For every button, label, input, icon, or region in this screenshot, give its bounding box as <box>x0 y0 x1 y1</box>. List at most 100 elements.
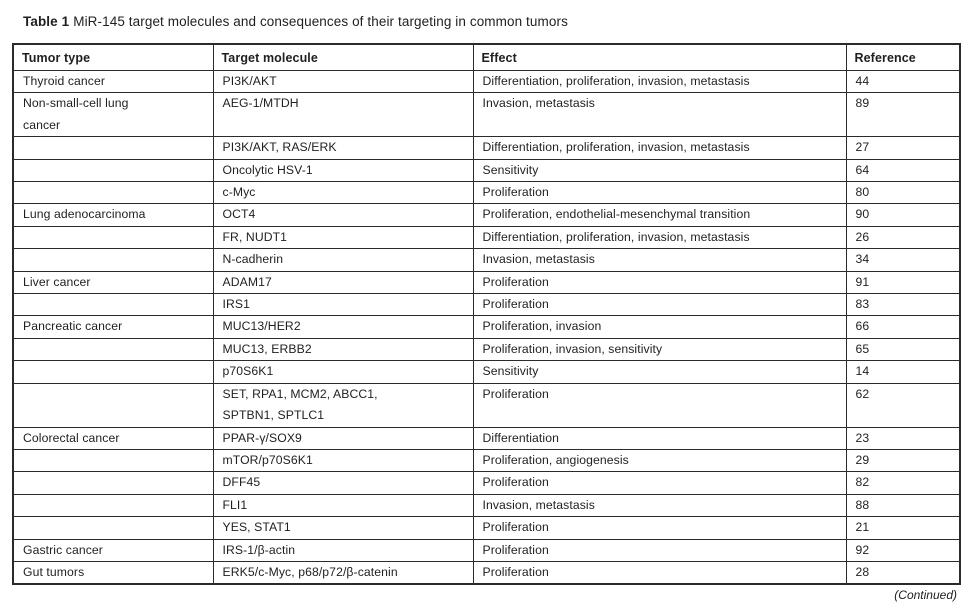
target-molecule-cell: SET, RPA1, MCM2, ABCC1, SPTBN1, SPTLC1 <box>212 382 474 428</box>
effect-cell: Proliferation, endothelial-mesenchymal t… <box>472 203 847 227</box>
target-molecule-cell: PI3K/AKT <box>212 69 474 94</box>
table-row: mTOR/p70S6K1 Proliferation, angiogenesis… <box>12 448 961 473</box>
reference-cell: 90 <box>845 203 961 227</box>
table-row: Gut tumors ERK5/c-Myc, p68/p72/β-catenin… <box>12 560 961 585</box>
table-row: FR, NUDT1 Differentiation, proliferation… <box>12 225 961 250</box>
tumor-type-cell <box>12 382 214 428</box>
effect-cell: Sensitivity <box>472 360 847 384</box>
reference-cell: 44 <box>845 69 961 94</box>
effect-cell: Proliferation <box>472 516 847 540</box>
effect-cell: Proliferation, invasion <box>472 315 847 339</box>
effect-cell: Invasion, metastasis <box>472 248 847 272</box>
tumor-type-cell <box>12 248 214 272</box>
table-row: N-cadherin Invasion, metastasis 34 <box>12 248 961 272</box>
target-molecule-cell: DFF45 <box>212 471 474 495</box>
table-row: Lung adenocarcinoma OCT4 Proliferation, … <box>12 203 961 227</box>
tumor-type-cell <box>12 360 214 384</box>
reference-cell: 14 <box>845 360 961 384</box>
column-header-tumor-type: Tumor type <box>12 43 214 71</box>
reference-cell: 29 <box>845 448 961 473</box>
effect-cell: Differentiation, proliferation, invasion… <box>472 69 847 94</box>
reference-cell: 88 <box>845 493 961 518</box>
effect-cell: Proliferation, angiogenesis <box>472 448 847 473</box>
reference-cell: 65 <box>845 337 961 362</box>
table-row: Oncolytic HSV-1 Sensitivity 64 <box>12 158 961 183</box>
tumor-type-cell: Pancreatic cancer <box>12 315 214 339</box>
target-molecule-cell: N-cadherin <box>212 248 474 272</box>
tumor-type-cell <box>12 337 214 362</box>
column-header-reference: Reference <box>845 43 961 71</box>
reference-cell: 34 <box>845 248 961 272</box>
table-row: FLI1 Invasion, metastasis 88 <box>12 493 961 518</box>
reference-cell: 89 <box>845 92 961 138</box>
tumor-type-cell <box>12 225 214 250</box>
effect-cell: Proliferation <box>472 538 847 562</box>
effect-cell: Proliferation, invasion, sensitivity <box>472 337 847 362</box>
tumor-type-cell <box>12 493 214 518</box>
tumor-type-cell <box>12 471 214 495</box>
target-molecule-cell: c-Myc <box>212 181 474 205</box>
table-row: YES, STAT1 Proliferation 21 <box>12 516 961 540</box>
effect-cell: Differentiation, proliferation, invasion… <box>472 136 847 160</box>
table-row: PI3K/AKT, RAS/ERK Differentiation, proli… <box>12 136 961 160</box>
target-molecule-cell: MUC13/HER2 <box>212 315 474 339</box>
table-row: DFF45 Proliferation 82 <box>12 471 961 495</box>
table-row: Colorectal cancer PPAR-γ/SOX9 Differenti… <box>12 426 961 450</box>
table-row: c-Myc Proliferation 80 <box>12 181 961 205</box>
table-row: Liver cancer ADAM17 Proliferation 91 <box>12 270 961 295</box>
column-header-target-molecule: Target molecule <box>212 43 474 71</box>
target-molecule-cell: FR, NUDT1 <box>212 225 474 250</box>
table-row: SET, RPA1, MCM2, ABCC1, SPTBN1, SPTLC1 P… <box>12 382 961 428</box>
table-caption: Table 1 MiR-145 target molecules and cons… <box>23 13 959 31</box>
reference-cell: 82 <box>845 471 961 495</box>
effect-cell: Proliferation <box>472 181 847 205</box>
target-molecule-cell: ERK5/c-Myc, p68/p72/β-catenin <box>212 560 474 585</box>
effect-cell: Proliferation <box>472 270 847 295</box>
target-molecule-cell: IRS1 <box>212 293 474 317</box>
target-molecule-cell: MUC13, ERBB2 <box>212 337 474 362</box>
target-molecule-cell: PPAR-γ/SOX9 <box>212 426 474 450</box>
column-header-effect: Effect <box>472 43 847 71</box>
reference-cell: 66 <box>845 315 961 339</box>
table-row: Non-small-cell lung cancer AEG-1/MTDH In… <box>12 92 961 138</box>
reference-cell: 83 <box>845 293 961 317</box>
target-molecule-cell: FLI1 <box>212 493 474 518</box>
table-row: p70S6K1 Sensitivity 14 <box>12 360 961 384</box>
tumor-type-cell: Thyroid cancer <box>12 69 214 94</box>
effect-cell: Proliferation <box>472 293 847 317</box>
target-molecule-cell: IRS-1/β-actin <box>212 538 474 562</box>
target-molecule-cell: Oncolytic HSV-1 <box>212 158 474 183</box>
target-molecule-cell: OCT4 <box>212 203 474 227</box>
table-row: Pancreatic cancer MUC13/HER2 Proliferati… <box>12 315 961 339</box>
effect-cell: Differentiation <box>472 426 847 450</box>
reference-cell: 62 <box>845 382 961 428</box>
tumor-type-cell <box>12 293 214 317</box>
table-caption-label: Table 1 <box>23 14 70 29</box>
target-molecule-cell: mTOR/p70S6K1 <box>212 448 474 473</box>
tumor-type-cell: Gut tumors <box>12 560 214 585</box>
tumor-type-cell: Gastric cancer <box>12 538 214 562</box>
table-row: Thyroid cancer PI3K/AKT Differentiation,… <box>12 69 961 94</box>
reference-cell: 26 <box>845 225 961 250</box>
tumor-type-cell <box>12 136 214 160</box>
table-row: Gastric cancer IRS-1/β-actin Proliferati… <box>12 538 961 562</box>
table-caption-text: MiR-145 target molecules and consequence… <box>73 14 568 29</box>
reference-cell: 91 <box>845 270 961 295</box>
tumor-type-cell <box>12 181 214 205</box>
reference-cell: 21 <box>845 516 961 540</box>
reference-cell: 64 <box>845 158 961 183</box>
tumor-type-cell: Lung adenocarcinoma <box>12 203 214 227</box>
reference-cell: 80 <box>845 181 961 205</box>
continued-note: (Continued) <box>894 588 957 602</box>
reference-cell: 28 <box>845 560 961 585</box>
effect-cell: Invasion, metastasis <box>472 493 847 518</box>
reference-cell: 27 <box>845 136 961 160</box>
effect-cell: Proliferation <box>472 382 847 428</box>
effect-cell: Sensitivity <box>472 158 847 183</box>
tumor-type-cell: Colorectal cancer <box>12 426 214 450</box>
reference-cell: 23 <box>845 426 961 450</box>
target-molecule-cell: AEG-1/MTDH <box>212 92 474 138</box>
target-molecule-cell: ADAM17 <box>212 270 474 295</box>
reference-cell: 92 <box>845 538 961 562</box>
